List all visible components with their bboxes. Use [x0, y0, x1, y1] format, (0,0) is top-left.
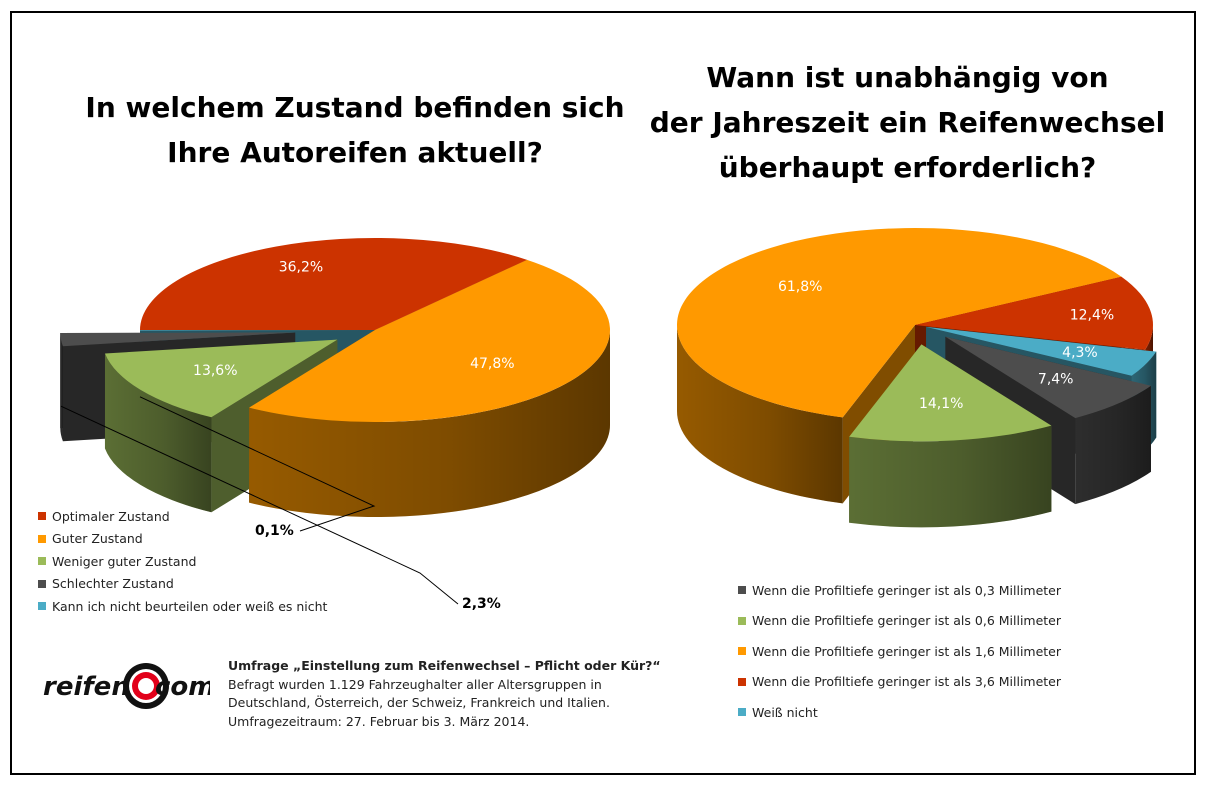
- pie1-label-weniger-guter-zustand: 13,6%: [193, 363, 237, 379]
- chart2-title-line-3: überhaupt erforderlich?: [718, 151, 1097, 184]
- legend1-item-less-good: Weniger guter Zustand: [38, 550, 327, 573]
- pie1-slice-schlechter-zustand: [60, 332, 296, 347]
- chart1-legend: Optimaler Zustand Guter Zustand Weniger …: [38, 505, 327, 618]
- chart2-title-line-1: Wann ist unabhängig von: [706, 61, 1109, 94]
- legend1-swatch-good: [38, 534, 46, 543]
- pie2-slice-wenn-die-profiltiefe-geringer-ist-als-0-6-millimeter: [849, 344, 1052, 442]
- legend1-item-optimal: Optimaler Zustand: [38, 505, 327, 528]
- chart1-title: In welchem Zustand befinden sich Ihre Au…: [60, 85, 650, 175]
- logo-text-right: com: [155, 672, 210, 702]
- reifen-com-logo: reifen com: [43, 663, 210, 709]
- pie-chart-1: 36,2% 47,8% 13,6% 2,3% 0,1%: [60, 237, 611, 612]
- pie1-slice-kann-ich-nicht-beurteilen-oder-wei-es-nicht: [140, 330, 375, 331]
- pie1-slice-weniger-guter-zustand: [104, 339, 338, 418]
- pie2-rim-wenn-die-profiltiefe-geringer-ist-als-0-3-millimeter-shade: [1075, 385, 1151, 505]
- survey-line-1: Befragt wurden 1.129 Fahrzeughalter alle…: [228, 676, 602, 692]
- pie2-label-wenn-die-profiltiefe-geringer-ist-als-0-3-millimeter: 7,4%: [1038, 372, 1074, 388]
- pie1-label-guter-zustand: 47,8%: [470, 356, 514, 372]
- pie2-slice-wei-nicht: [926, 326, 1157, 376]
- legend1-label-bad: Schlechter Zustand: [52, 576, 174, 592]
- legend2-item-dont-know: Weiß nicht: [738, 697, 1061, 728]
- pie2-slice-wenn-die-profiltiefe-geringer-ist-als-3-6-millimeter: [915, 276, 1153, 350]
- survey-heading: Umfrage „Einstellung zum Reifenwechsel –…: [228, 658, 661, 673]
- pie1-label-kann-ich-nicht-beurteilen-oder-wei-es-nicht: 0,1%: [255, 523, 294, 539]
- pie1-slice-guter-zustand: [249, 259, 611, 423]
- legend1-swatch-bad: [38, 579, 46, 588]
- chart1-title-line-2: Ihre Autoreifen aktuell?: [167, 136, 543, 169]
- legend1-swatch-optimal: [38, 512, 46, 521]
- legend1-label-optimal: Optimaler Zustand: [52, 508, 170, 524]
- legend1-label-good: Guter Zustand: [52, 531, 143, 547]
- legend2-label-06mm: Wenn die Profiltiefe geringer ist als 0,…: [752, 613, 1062, 629]
- pie2-slice-wenn-die-profiltiefe-geringer-ist-als-1-6-millimeter: [677, 227, 1122, 418]
- pie2-label-wenn-die-profiltiefe-geringer-ist-als-0-6-millimeter: 14,1%: [919, 396, 963, 412]
- logo-text-left: reifen: [43, 672, 130, 702]
- pie-chart-2: 7,4% 14,1% 61,8% 12,4% 4,3%: [677, 227, 1157, 528]
- legend2-item-06mm: Wenn die Profiltiefe geringer ist als 0,…: [738, 606, 1061, 637]
- legend2-swatch-03mm: [738, 586, 746, 595]
- pie1-slice-optimaler-zustand: [140, 237, 528, 330]
- legend1-item-good: Guter Zustand: [38, 528, 327, 551]
- legend2-item-03mm: Wenn die Profiltiefe geringer ist als 0,…: [738, 575, 1061, 606]
- legend1-swatch-unknown: [38, 602, 46, 611]
- legend2-label-dont-know: Weiß nicht: [752, 704, 818, 720]
- chart2-title-line-2: der Jahreszeit ein Reifenwechsel: [649, 106, 1166, 139]
- legend2-label-03mm: Wenn die Profiltiefe geringer ist als 0,…: [752, 582, 1062, 598]
- legend1-label-unknown: Kann ich nicht beurteilen oder weiß es n…: [52, 598, 328, 614]
- legend2-label-16mm: Wenn die Profiltiefe geringer ist als 1,…: [752, 643, 1062, 659]
- pie1-rim-schlechter-zustand-shade: [60, 333, 63, 442]
- pie2-label-wenn-die-profiltiefe-geringer-ist-als-3-6-millimeter: 12,4%: [1070, 307, 1114, 323]
- chart2-legend: Wenn die Profiltiefe geringer ist als 0,…: [738, 575, 1061, 728]
- chart1-title-line-1: In welchem Zustand befinden sich: [85, 91, 625, 124]
- legend2-item-36mm: Wenn die Profiltiefe geringer ist als 3,…: [738, 667, 1061, 698]
- pie2-label-wenn-die-profiltiefe-geringer-ist-als-1-6-millimeter: 61,8%: [778, 279, 822, 295]
- pie1-label-optimaler-zustand: 36,2%: [279, 259, 323, 275]
- tire-icon: [123, 663, 169, 709]
- pie1-rim-weniger-guter-zustand-shade: [104, 353, 212, 513]
- legend2-swatch-06mm: [738, 616, 746, 625]
- survey-line-2: Deutschland, Österreich, der Schweiz, Fr…: [228, 695, 610, 710]
- legend1-item-unknown: Kann ich nicht beurteilen oder weiß es n…: [38, 595, 327, 618]
- survey-line-3: Umfragezeitraum: 27. Februar bis 3. März…: [228, 713, 530, 729]
- legend1-swatch-less-good: [38, 557, 46, 566]
- survey-info: Umfrage „Einstellung zum Reifenwechsel –…: [228, 657, 661, 731]
- legend2-item-16mm: Wenn die Profiltiefe geringer ist als 1,…: [738, 636, 1061, 667]
- legend1-item-bad: Schlechter Zustand: [38, 573, 327, 596]
- chart-frame: [10, 11, 1196, 775]
- pie1-leader-schlechter-zustand: [60, 405, 459, 605]
- pie2-label-wei-nicht: 4,3%: [1062, 345, 1098, 361]
- legend2-swatch-dont-know: [738, 708, 746, 717]
- pie1-leader-kann-ich-nicht-beurteilen-oder-wei-es-nicht: [139, 396, 376, 532]
- pie1-rim-guter-zustand-shade: [249, 330, 611, 517]
- legend2-swatch-36mm: [738, 677, 746, 686]
- pie1-label-schlechter-zustand: 2,3%: [462, 596, 501, 612]
- pie2-rim-wenn-die-profiltiefe-geringer-ist-als-1-6-millimeter-shade: [677, 325, 843, 504]
- legend1-label-less-good: Weniger guter Zustand: [52, 553, 197, 569]
- legend2-swatch-16mm: [738, 647, 746, 656]
- legend2-label-36mm: Wenn die Profiltiefe geringer ist als 3,…: [752, 674, 1062, 690]
- pie2-slice-wenn-die-profiltiefe-geringer-ist-als-0-3-millimeter: [945, 336, 1151, 419]
- pie2-rim-wenn-die-profiltiefe-geringer-ist-als-0-6-millimeter-shade: [849, 425, 1052, 528]
- chart2-title: Wann ist unabhängig von der Jahreszeit e…: [630, 55, 1185, 190]
